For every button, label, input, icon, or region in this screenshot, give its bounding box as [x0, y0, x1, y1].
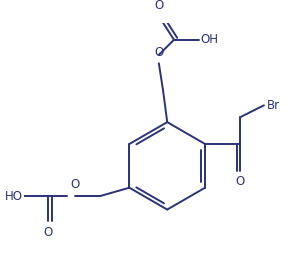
Text: O: O — [43, 226, 52, 239]
Text: Br: Br — [267, 99, 280, 112]
Text: HO: HO — [5, 190, 23, 203]
Text: OH: OH — [201, 33, 219, 46]
Text: O: O — [236, 175, 245, 188]
Text: O: O — [70, 178, 80, 191]
Text: O: O — [154, 46, 164, 59]
Text: O: O — [154, 0, 164, 12]
